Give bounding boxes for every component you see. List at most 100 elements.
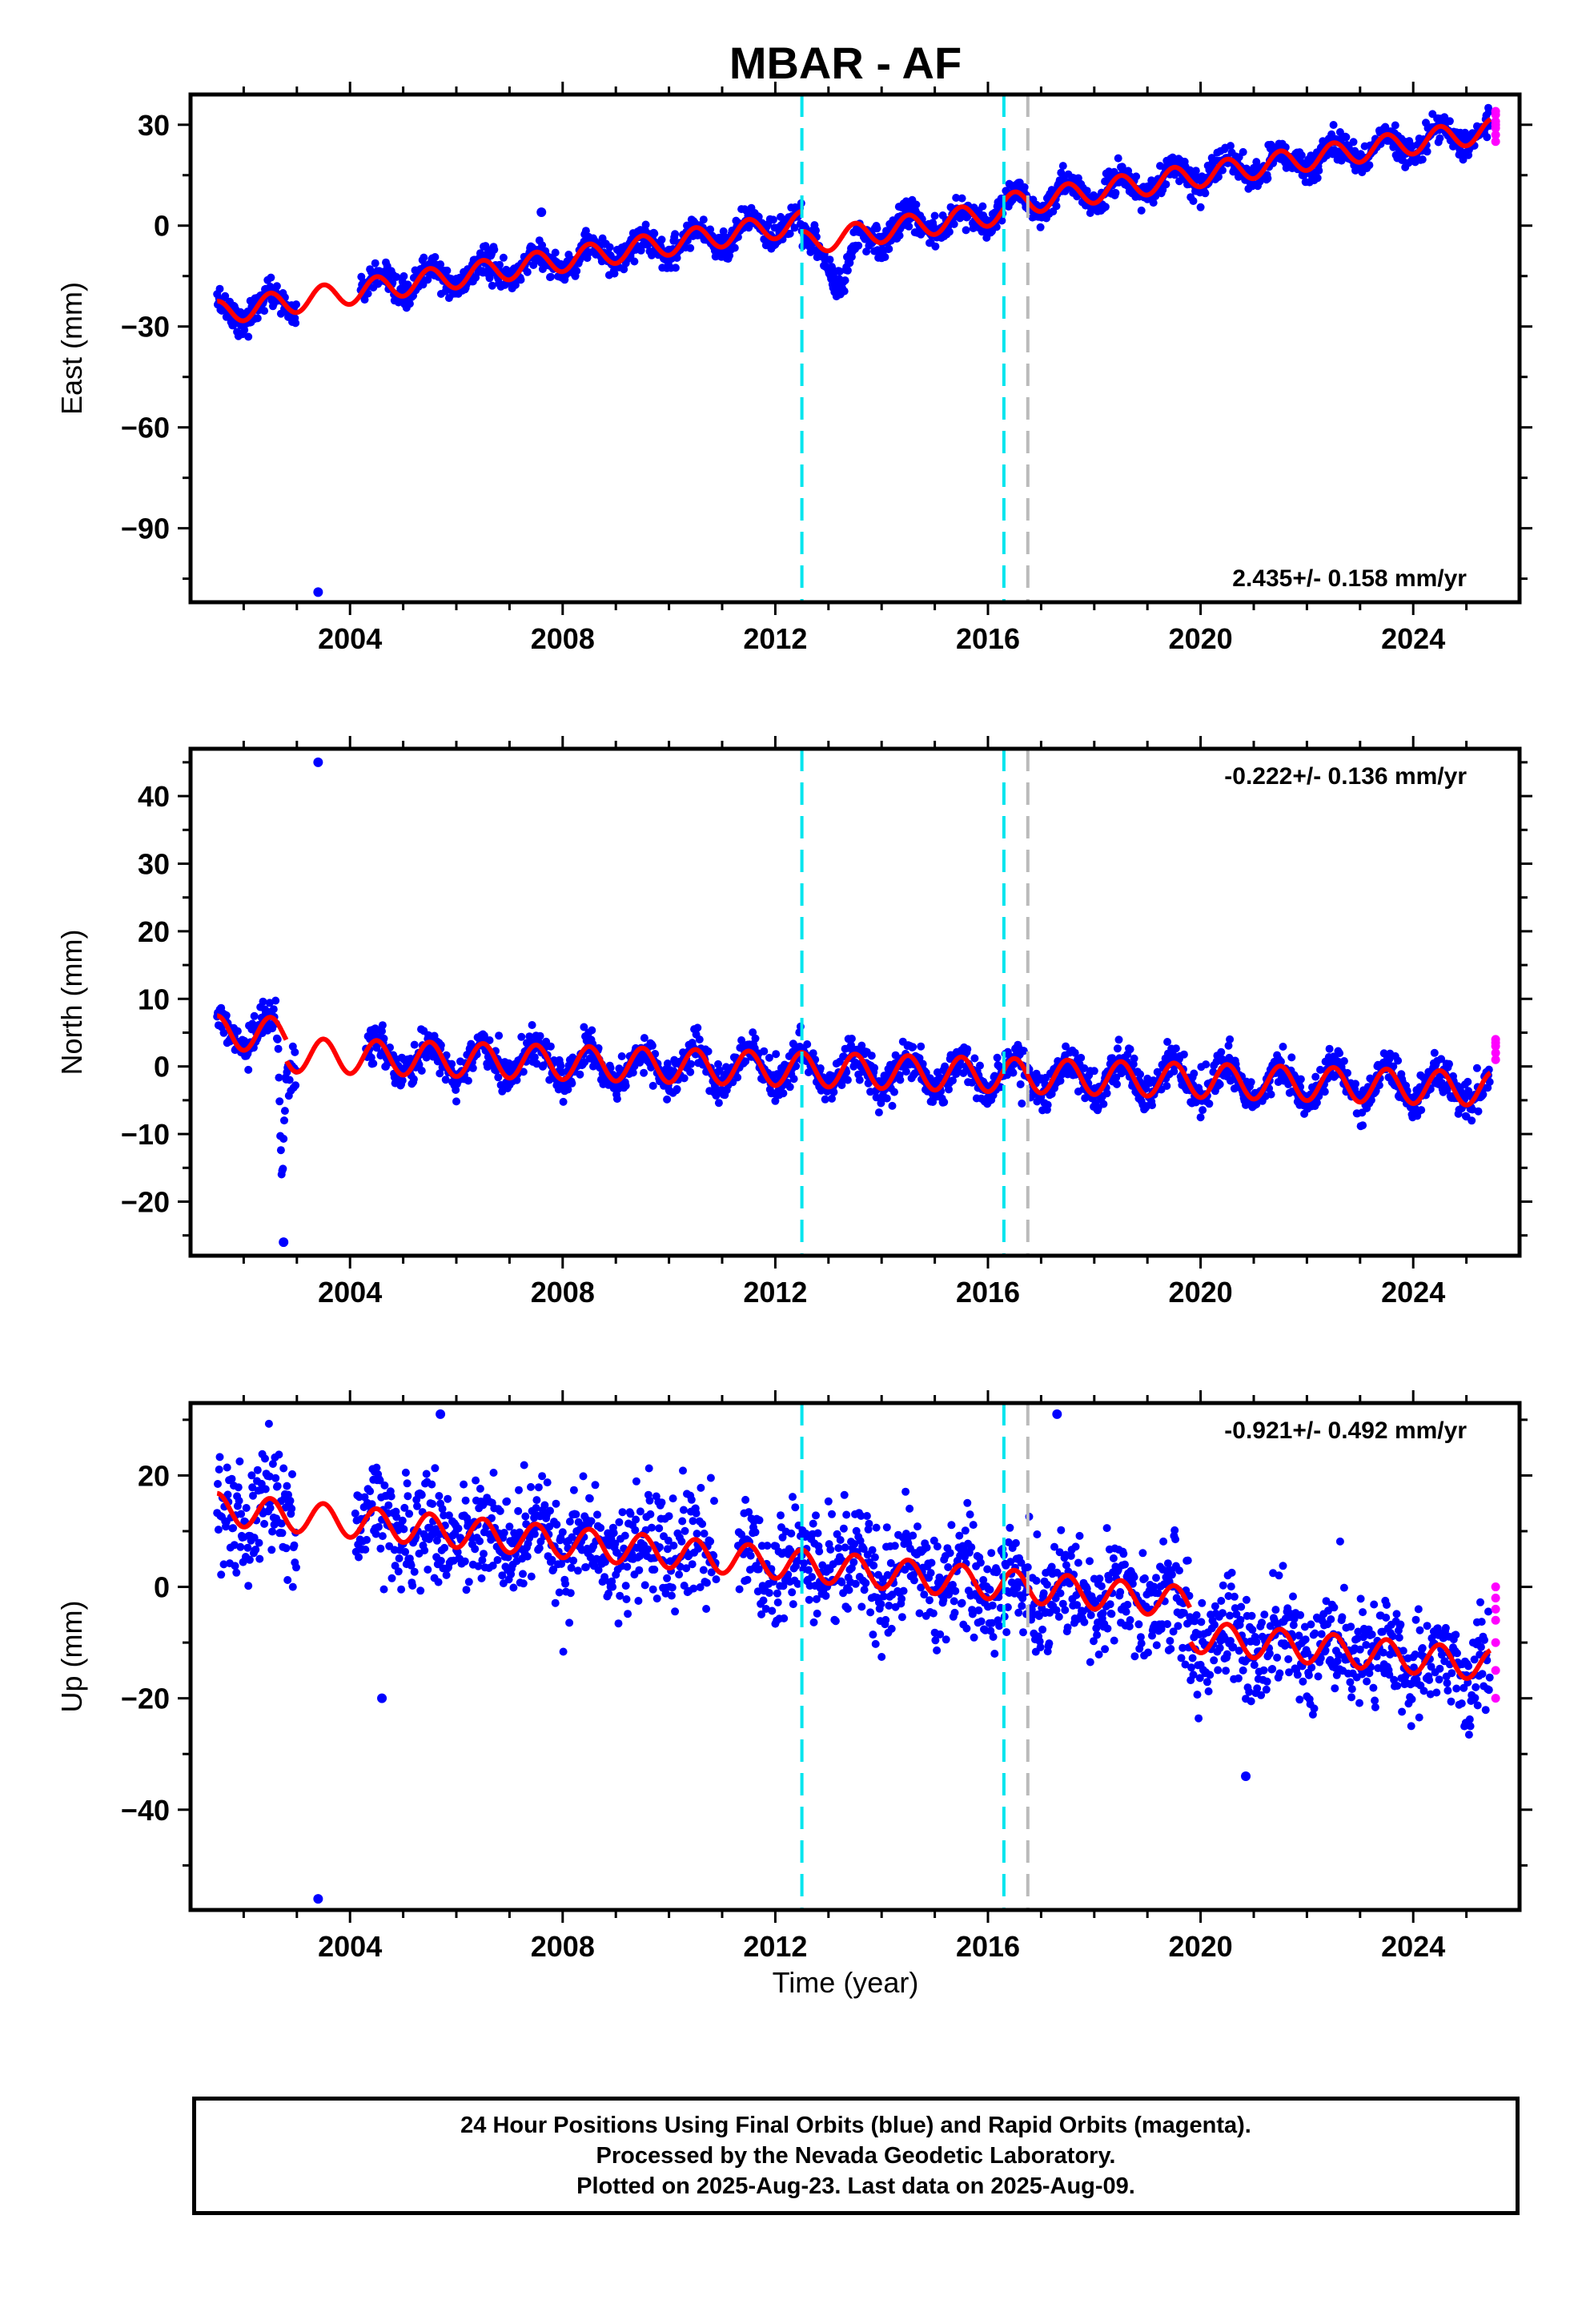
up-point — [632, 1477, 640, 1486]
up-point — [805, 1595, 813, 1604]
north-point — [785, 1083, 794, 1092]
north-point — [1267, 1090, 1275, 1099]
north-point — [837, 1081, 846, 1089]
up-point — [831, 1617, 840, 1626]
north-y-tick-label: −10 — [121, 1118, 170, 1151]
north-point — [576, 1070, 584, 1079]
up-point — [843, 1604, 852, 1613]
up-point — [378, 1532, 387, 1541]
north-point — [532, 1059, 541, 1068]
north-point — [1472, 1063, 1481, 1072]
up-point — [646, 1510, 655, 1518]
east-point — [630, 257, 639, 266]
north-point — [704, 1047, 713, 1055]
up-point — [869, 1561, 878, 1570]
north-x-tick-label: 2012 — [743, 1276, 807, 1309]
east-point — [244, 332, 253, 341]
up-point — [476, 1537, 484, 1546]
up-point — [890, 1542, 899, 1550]
up-point — [255, 1554, 264, 1563]
north-point — [1056, 1076, 1065, 1085]
up-point — [648, 1585, 657, 1594]
up-point — [559, 1647, 568, 1656]
up-point — [532, 1496, 541, 1505]
up-point — [759, 1596, 768, 1605]
up-point — [741, 1495, 750, 1504]
north-rapid-orbit-points — [1491, 1035, 1500, 1064]
up-point — [288, 1470, 296, 1478]
up-point — [1056, 1589, 1065, 1598]
up-point — [244, 1582, 253, 1590]
up-point — [679, 1506, 688, 1514]
east-point — [945, 227, 954, 236]
up-point — [787, 1529, 796, 1538]
up-point — [636, 1507, 644, 1516]
north-point — [792, 1062, 801, 1071]
north-point — [415, 1060, 424, 1069]
east-frame — [188, 92, 1522, 605]
up-point — [881, 1615, 890, 1624]
east-y-axis-label: East (mm) — [55, 282, 88, 415]
up-point — [361, 1546, 370, 1554]
up-point — [271, 1474, 280, 1482]
north-point — [276, 1146, 285, 1155]
north-point — [663, 1095, 672, 1104]
east-point — [420, 253, 428, 262]
up-point — [363, 1535, 371, 1544]
up-point — [519, 1579, 528, 1588]
up-point — [1042, 1580, 1051, 1589]
up-point — [988, 1601, 997, 1610]
north-point — [409, 1075, 418, 1084]
up-point — [572, 1510, 580, 1518]
north-point — [621, 1081, 630, 1090]
east-point — [1219, 166, 1227, 175]
up-point — [379, 1585, 388, 1594]
up-point — [591, 1481, 600, 1490]
north-point — [1062, 1042, 1070, 1051]
up-point — [681, 1526, 689, 1535]
up-point — [901, 1487, 910, 1496]
up-point — [566, 1589, 575, 1598]
up-point — [788, 1588, 797, 1597]
up-point — [234, 1483, 243, 1492]
north-point — [1009, 1068, 1018, 1077]
east-point — [424, 275, 432, 284]
north-point — [259, 997, 267, 1006]
up-point — [608, 1582, 617, 1591]
up-point — [655, 1524, 664, 1533]
up-point — [669, 1494, 677, 1503]
east-point — [952, 194, 961, 202]
north-point — [857, 1041, 866, 1050]
north-point — [248, 1019, 257, 1028]
east-point — [1418, 155, 1427, 164]
up-point — [621, 1582, 630, 1590]
up-point — [706, 1537, 715, 1546]
up-point — [229, 1524, 238, 1533]
north-point — [564, 1085, 572, 1094]
up-point — [773, 1589, 781, 1598]
up-point — [860, 1586, 869, 1594]
up-point — [944, 1563, 953, 1571]
up-point — [993, 1566, 1002, 1575]
up-point — [428, 1480, 436, 1489]
up-point — [887, 1624, 896, 1633]
up-point — [552, 1520, 561, 1529]
east-point — [730, 243, 739, 252]
east-point — [1263, 174, 1272, 183]
up-point — [235, 1457, 244, 1466]
up-point — [410, 1567, 419, 1576]
up-point — [942, 1635, 950, 1644]
up-point — [821, 1591, 830, 1600]
north-y-axis-label: North (mm) — [55, 930, 88, 1076]
east-point — [1445, 117, 1454, 126]
east-point — [605, 243, 614, 251]
north-point — [1126, 1045, 1134, 1054]
east-y-tick-label: −90 — [121, 513, 170, 545]
east-point — [1082, 187, 1091, 195]
up-point — [527, 1482, 535, 1491]
up-point — [885, 1602, 893, 1610]
north-point — [536, 1031, 544, 1040]
up-point — [253, 1466, 262, 1474]
up-point — [851, 1579, 860, 1588]
